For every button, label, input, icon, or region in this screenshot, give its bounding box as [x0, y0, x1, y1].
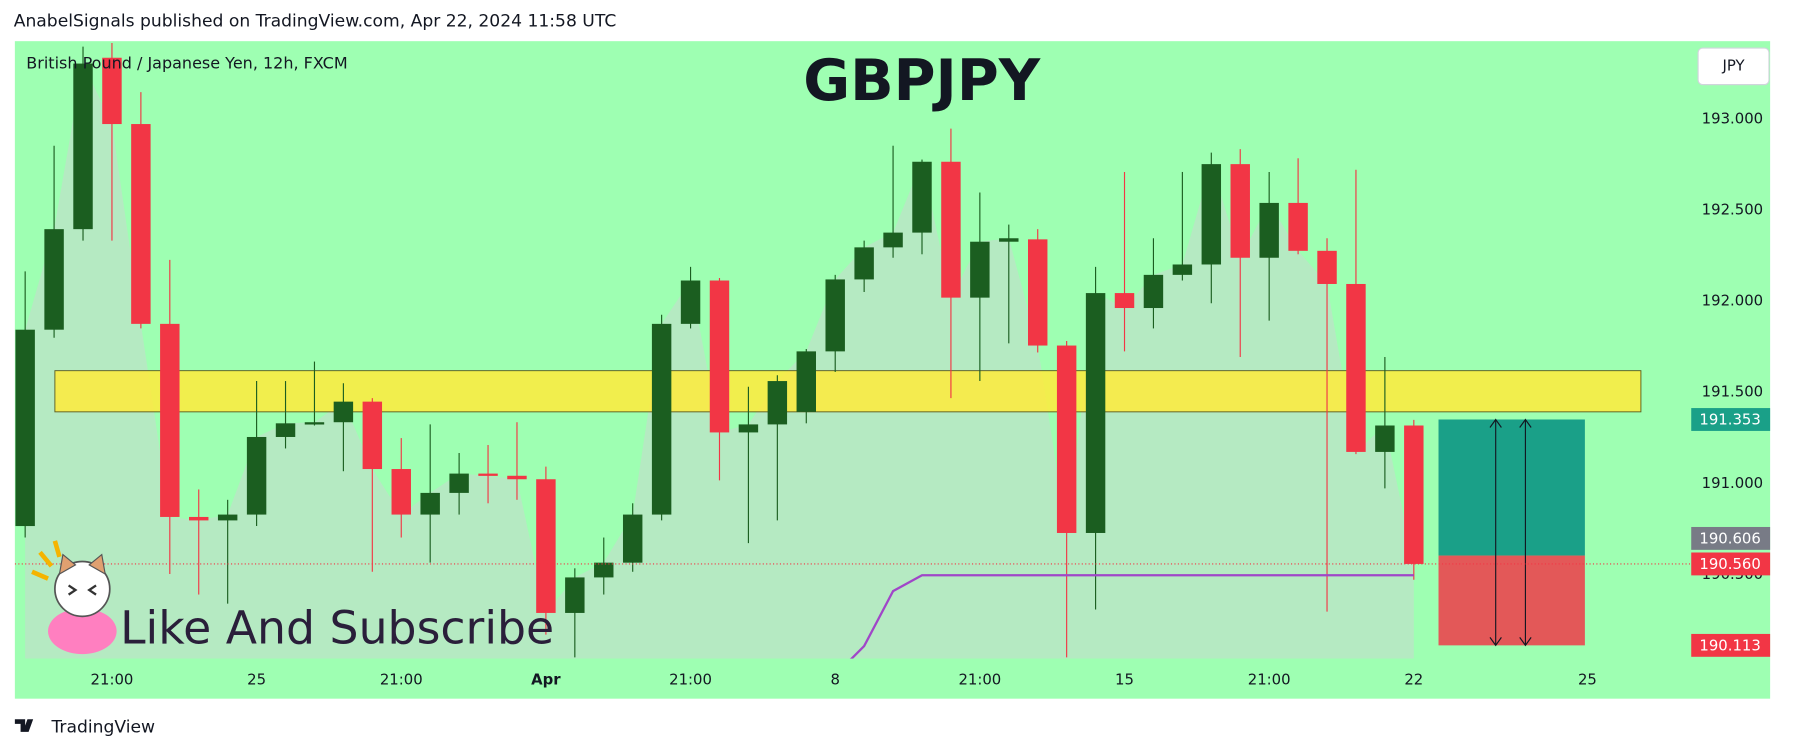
candle-body — [449, 473, 469, 493]
x-tick-label: 21:00 — [958, 670, 1001, 688]
candle-body — [1114, 293, 1135, 309]
sticker-ears — [58, 553, 106, 576]
arrow-head — [1489, 418, 1502, 647]
candle-body — [1259, 202, 1279, 258]
price-label: 190.606 — [1699, 530, 1760, 548]
sticker — [31, 540, 117, 655]
candle-body — [1317, 250, 1337, 284]
candle-body — [796, 351, 816, 412]
candle-body — [1172, 264, 1193, 275]
candle-body — [333, 401, 354, 423]
candle-body — [420, 492, 440, 515]
annotation: Like And Subscribe — [120, 602, 554, 655]
price-label: 191.353 — [1699, 411, 1760, 429]
candle-body — [854, 247, 874, 280]
candle-body — [1288, 202, 1308, 251]
sticker-head — [54, 560, 111, 618]
indicator-line — [849, 574, 1414, 659]
candle-body — [1143, 274, 1164, 309]
position-loss — [1438, 555, 1585, 646]
y-tick-label: 191.500 — [1702, 383, 1763, 401]
plot-area — [14, 42, 1691, 659]
price-label-bg — [1691, 408, 1771, 431]
x-tick-label: 25 — [1578, 670, 1597, 688]
candle-body — [738, 424, 759, 433]
y-tick-label: 193.000 — [1702, 109, 1763, 127]
candle-body — [304, 422, 325, 425]
x-tick-label: 21:00 — [1248, 670, 1291, 688]
candle-body — [478, 473, 498, 476]
x-tick-label: 21:00 — [669, 670, 712, 688]
price-label-bg — [1691, 633, 1771, 657]
candle-body — [1404, 425, 1424, 564]
candle-body — [941, 161, 961, 298]
tv-logo — [14, 719, 34, 732]
candle-body — [1375, 425, 1395, 452]
candle-body — [622, 514, 643, 563]
y-tick-label: 192.000 — [1702, 292, 1763, 310]
price-label: 190.113 — [1699, 637, 1760, 655]
y-tick-label: 192.500 — [1702, 201, 1763, 219]
overlay: 193.000 192.500 192.000 191.500 191.000 190.5… — [26, 47, 1771, 688]
x-tick-label: Apr — [531, 670, 561, 688]
x-tick-label: 25 — [247, 670, 266, 688]
candle-body — [1028, 239, 1048, 346]
footer: TradingView — [14, 717, 155, 737]
x-tick-label: 15 — [1115, 670, 1134, 688]
candle-body — [15, 329, 35, 527]
candle-body — [1346, 283, 1366, 452]
candle-body — [131, 124, 151, 324]
candle-body — [565, 577, 585, 613]
candle-body — [883, 232, 903, 248]
candle-body — [1056, 345, 1077, 533]
candle-body — [391, 469, 411, 515]
x-tick-label: 8 — [830, 670, 839, 688]
candle-body — [536, 479, 556, 613]
publisher-header: AnabelSignals published on TradingView.c… — [14, 12, 617, 32]
price-label: 190.560 — [1699, 555, 1760, 573]
candle-body — [507, 475, 527, 480]
arrow-head — [1519, 418, 1532, 647]
candle-body — [362, 401, 383, 470]
candle-body — [275, 423, 296, 437]
x-tick-label: 21:00 — [91, 670, 134, 688]
candle-body — [709, 280, 730, 433]
x-tick-label: 22 — [1404, 670, 1423, 688]
candle-body — [217, 514, 238, 521]
candle-body — [1085, 293, 1106, 533]
x-tick-label: 21:00 — [380, 670, 423, 688]
candle-body — [970, 241, 990, 298]
price-label-bg — [1691, 526, 1771, 550]
currency-box — [1697, 47, 1770, 86]
position-profit — [1438, 419, 1585, 556]
candle-body — [44, 229, 64, 330]
price-label-bg — [1691, 552, 1771, 576]
resistance-zone — [54, 370, 1642, 413]
chart-title: GBPJPY — [803, 48, 1041, 114]
currency-label: JPY — [1721, 56, 1745, 74]
candle-body — [825, 279, 845, 352]
candle-body — [246, 436, 267, 515]
candle-body — [73, 63, 93, 230]
candle-body — [912, 161, 932, 233]
sticker-skirt — [48, 608, 117, 655]
candle-body — [102, 57, 122, 125]
symbol-info: British Pound / Japanese Yen, 12h, FXCM — [26, 54, 347, 73]
candle-body — [1230, 164, 1250, 258]
candle-body — [160, 323, 180, 517]
candle-body — [767, 381, 788, 425]
candle-body — [651, 323, 672, 515]
candle-body — [189, 516, 209, 521]
footer-brand: TradingView — [50, 717, 155, 737]
y-tick-label: 191.000 — [1702, 474, 1763, 492]
candle-body — [680, 280, 701, 324]
sticker-eyes — [67, 584, 97, 596]
sticker-sparks — [31, 540, 62, 581]
candle-body — [594, 562, 614, 578]
candle-body — [1201, 164, 1222, 265]
candle-body — [999, 238, 1019, 242]
